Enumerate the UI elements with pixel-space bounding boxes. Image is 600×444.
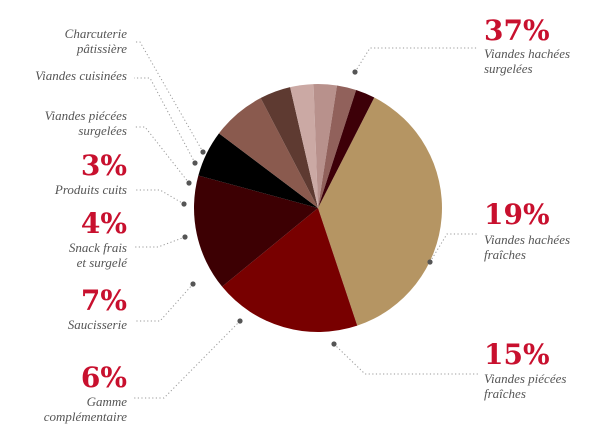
slice-viandes-hachees-surgelees — [318, 97, 442, 326]
name-label-snack-frais-et-surgele: Snack frais et surgelé — [69, 240, 128, 270]
slice-saucisserie — [218, 98, 318, 208]
leader-charcuterie-patisserie — [134, 41, 204, 153]
slice-snack-frais-et-surgele — [260, 87, 318, 208]
pct-label-produits-cuits: 3% — [81, 149, 127, 182]
name-label-gamme-complementaire: Gamme complémentaire — [44, 394, 128, 424]
pct-label-viandes-hachees-surgelees: 37% — [484, 14, 550, 47]
leader-dot-viandes-piecees-surgelees — [186, 180, 192, 186]
name-label-saucisserie: Saucisserie — [68, 317, 127, 332]
pct-label-viandes-hachees-fraiches: 19% — [484, 198, 550, 231]
leader-viandes-piecees-surgelees — [134, 126, 190, 184]
slice-gamme-complementaire — [198, 133, 318, 208]
slice-produits-cuits — [290, 84, 318, 208]
name-label-viandes-piecees-surgelees: Viandes piécées surgelées — [45, 108, 127, 138]
leader-viandes-hachees-surgelees — [354, 47, 478, 73]
pie-slices — [194, 83, 442, 332]
leader-dot-gamme-complementaire — [237, 318, 243, 324]
leader-dot-viandes-hachees-fraiches — [427, 259, 433, 265]
leader-viandes-hachees-fraiches — [429, 233, 478, 263]
slice-labels: 37%Viandes hachées surgelées 19%Viandes ha… — [35, 14, 570, 424]
pct-label-viandes-piecees-fraiches: 15% — [484, 338, 550, 371]
leader-gamme-complementaire — [134, 320, 241, 399]
leader-viandes-piecees-fraiches — [333, 343, 478, 375]
pct-label-gamme-complementaire: 6% — [81, 361, 127, 394]
slice-charcuterie-patisserie — [318, 90, 375, 208]
name-label-viandes-cuisinees: Viandes cuisinées — [35, 68, 127, 83]
leader-dot-charcuterie-patisserie — [200, 149, 206, 155]
slice-viandes-piecees-surgelees — [313, 83, 338, 208]
leader-dot-snack-frais-et-surgele — [182, 234, 188, 240]
slice-viandes-piecees-fraiches — [194, 175, 318, 287]
leader-dot-saucisserie — [190, 281, 196, 287]
leader-produits-cuits — [134, 189, 185, 205]
leader-dot-viandes-hachees-surgelees — [352, 69, 358, 75]
leader-dot-viandes-cuisinees — [192, 160, 198, 166]
leader-dot-produits-cuits — [181, 201, 187, 207]
leader-dot-viandes-piecees-fraiches — [331, 341, 337, 347]
name-label-viandes-hachees-surgelees: Viandes hachées surgelées — [484, 46, 570, 76]
name-label-produits-cuits: Produits cuits — [54, 182, 127, 197]
name-label-viandes-piecees-fraiches: Viandes piécées fraîches — [484, 371, 566, 401]
slice-viandes-cuisinees — [318, 85, 357, 208]
name-label-viandes-hachees-fraiches: Viandes hachées fraîches — [484, 232, 570, 262]
leader-saucisserie — [134, 283, 194, 322]
leader-viandes-cuisinees — [134, 77, 196, 164]
pct-label-snack-frais-et-surgele: 4% — [81, 207, 127, 240]
leader-lines — [134, 41, 478, 399]
pct-label-saucisserie: 7% — [81, 284, 127, 317]
leader-snack-frais-et-surgele — [134, 236, 186, 248]
slice-viandes-hachees-fraiches — [222, 208, 358, 332]
name-label-charcuterie-patisserie: Charcuterie pâtissière — [65, 26, 128, 56]
